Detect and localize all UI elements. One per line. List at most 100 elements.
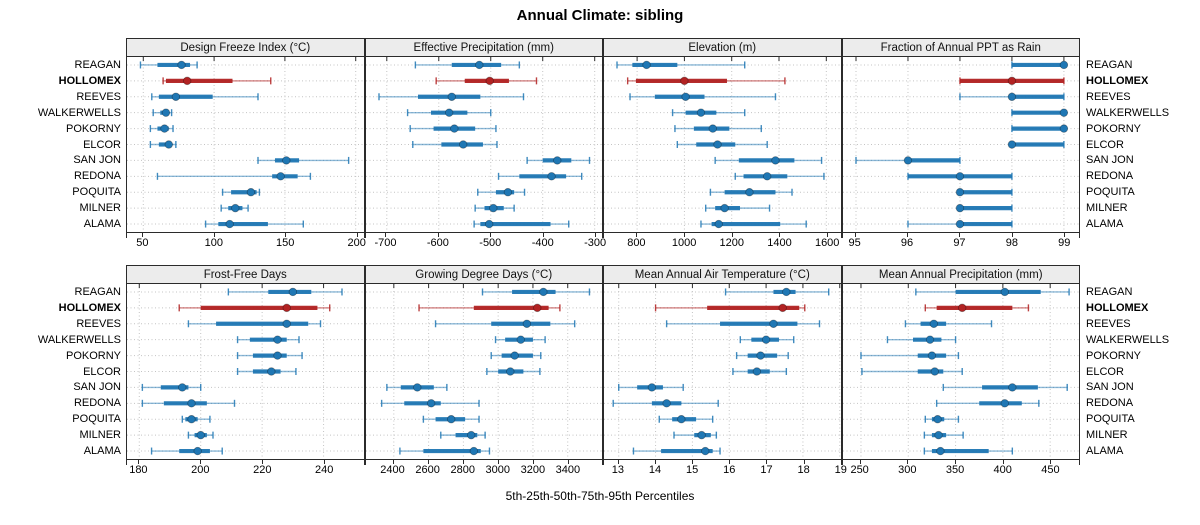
top-axis-ticks <box>142 57 357 61</box>
x-axis-tick-label: -700 <box>374 237 397 249</box>
plot-area-growing-degree-days-c <box>365 284 602 459</box>
series-walkerwells <box>494 335 546 344</box>
series-pokorny <box>236 351 303 360</box>
station-label-hollomex: HOLLOMEX <box>1086 74 1149 87</box>
x-axis-tick-label: 3000 <box>485 464 511 476</box>
x-axis-tick <box>779 233 781 237</box>
series-reagan <box>1010 60 1068 70</box>
series-reeves <box>151 92 259 101</box>
x-axis-tick <box>840 460 842 464</box>
panel-strip-mean-annual-precipitation-mm: Mean Annual Precipitation (mm) <box>842 265 1079 284</box>
series-san-jon <box>257 156 350 165</box>
series-elcor <box>149 140 177 149</box>
series-milner <box>439 430 486 440</box>
top-axis-ticks <box>138 284 325 288</box>
series-milner <box>220 203 249 213</box>
series-pokorny <box>408 124 497 133</box>
x-axis-tick <box>437 233 439 237</box>
x-axis-tick-label: 3400 <box>555 464 581 476</box>
station-label-redona: REDONA <box>1086 170 1134 183</box>
series-san-jon <box>525 156 590 165</box>
series-redona <box>497 172 582 181</box>
station-label-reagan: REAGAN <box>1086 285 1133 298</box>
x-axis-tick-label: 19 <box>834 464 847 476</box>
x-axis-frost-free-days: 180 200 220 240 <box>126 460 365 480</box>
panel-edge-mark <box>841 233 843 238</box>
top-axis-ticks <box>859 284 1051 288</box>
plot-wrap-mean-annual-air-temperature-c <box>604 284 841 460</box>
series-reeves <box>904 319 992 328</box>
figure-caption: 5th-25th-50th-75th-95th Percentiles <box>505 489 695 503</box>
x-axis-tick <box>827 233 829 237</box>
series-redona <box>734 172 825 181</box>
panel-strip-fraction-of-annual-ppt-as-rain: Fraction of Annual PPT as Rain <box>842 38 1079 57</box>
series-milner <box>923 430 964 440</box>
x-axis-mean-annual-precipitation-mm: 250 300 350 400 450 <box>841 460 1080 480</box>
series-reagan <box>914 287 1070 297</box>
station-label-reagan: REAGAN <box>74 285 121 298</box>
series-redona <box>141 399 236 408</box>
series-poquita <box>422 415 480 424</box>
station-label-san-jon: SAN JON <box>1086 154 1134 167</box>
series-alama <box>632 446 721 456</box>
station-label-alama: ALAMA <box>1086 218 1124 231</box>
x-axis-tick-label: 95 <box>848 237 861 249</box>
panel-strip-title: Frost-Free Days <box>203 268 287 281</box>
x-axis-tick-label: 200 <box>347 237 366 249</box>
series-reagan <box>616 60 746 70</box>
series-san-jon <box>618 383 684 392</box>
x-axis-tick <box>142 233 144 237</box>
station-label-reeves: REEVES <box>1086 317 1131 330</box>
station-label-poquita: POQUITA <box>1086 413 1135 426</box>
panel-strip-title: Growing Degree Days (°C) <box>415 268 553 281</box>
x-axis-tick-label: 200 <box>191 464 210 476</box>
panel-mean-annual-air-temperature-c: Mean Annual Air Temperature (°C) <box>603 265 842 460</box>
x-axis-tick-label: 18 <box>797 464 810 476</box>
station-label-elcor: ELCOR <box>1086 365 1124 378</box>
x-axis-tick <box>385 233 387 237</box>
x-axis-tick <box>959 233 961 237</box>
x-axis-tick <box>262 460 264 464</box>
panel-design-freeze-index-c: Design Freeze Index (°C) <box>126 38 365 233</box>
station-label-elcor: ELCOR <box>83 365 121 378</box>
station-label-san-jon: SAN JON <box>73 154 121 167</box>
x-axis-tick-label: 16 <box>723 464 736 476</box>
series-pokorny <box>149 124 174 133</box>
series-hollomex <box>178 303 331 313</box>
series-walkerwells <box>152 108 173 117</box>
x-axis-tick-label: 240 <box>315 464 334 476</box>
series-san-jon <box>714 156 823 165</box>
panel-edge-mark <box>364 233 366 238</box>
x-axis-tick <box>955 460 957 464</box>
row-labels-left: REAGAN HOLLOMEX REEVES WALKERWELLS POKORNY EL… <box>0 38 126 233</box>
series-elcor <box>732 367 788 376</box>
station-label-milner: MILNER <box>1086 429 1128 442</box>
x-axis-tick <box>854 233 856 237</box>
series-reagan <box>139 60 198 70</box>
x-axis-tick <box>859 460 861 464</box>
station-label-walkerwells: WALKERWELLS <box>37 333 121 346</box>
panel-fraction-of-annual-ppt-as-rain: Fraction of Annual PPT as Rain <box>841 38 1080 233</box>
gridlines <box>365 284 602 459</box>
series-elcor <box>485 367 541 376</box>
plot-area-effective-precipitation-mm <box>365 57 602 232</box>
station-label-poquita: POQUITA <box>72 186 121 199</box>
x-axis-tick-label: 98 <box>1005 237 1018 249</box>
panel-edge-mark <box>602 460 603 465</box>
x-axis-tick <box>200 460 202 464</box>
x-axis-mean-annual-air-temperature-c: 13 14 15 16 17 18 19 <box>603 460 847 480</box>
station-label-reeves: REEVES <box>1086 90 1131 103</box>
x-axis-tick <box>427 460 429 464</box>
panel-strip-frost-free-days: Frost-Free Days <box>127 265 364 284</box>
panel-row-1: REAGAN HOLLOMEX REEVES WALKERWELLS POKORNY EL… <box>0 38 1200 233</box>
plot-wrap-mean-annual-precipitation-mm <box>842 284 1079 460</box>
x-axis-tick <box>731 233 733 237</box>
x-axis-tick-label: 97 <box>953 237 966 249</box>
x-axis-tick-label: -500 <box>479 237 502 249</box>
station-label-redona: REDONA <box>1086 397 1134 410</box>
station-label-alama: ALAMA <box>83 218 121 231</box>
x-axis-tick-label: 300 <box>898 464 917 476</box>
series-elcor <box>411 140 498 149</box>
series-poquita <box>709 188 793 197</box>
panel-effective-precipitation-mm: Effective Precipitation (mm) <box>364 38 603 233</box>
